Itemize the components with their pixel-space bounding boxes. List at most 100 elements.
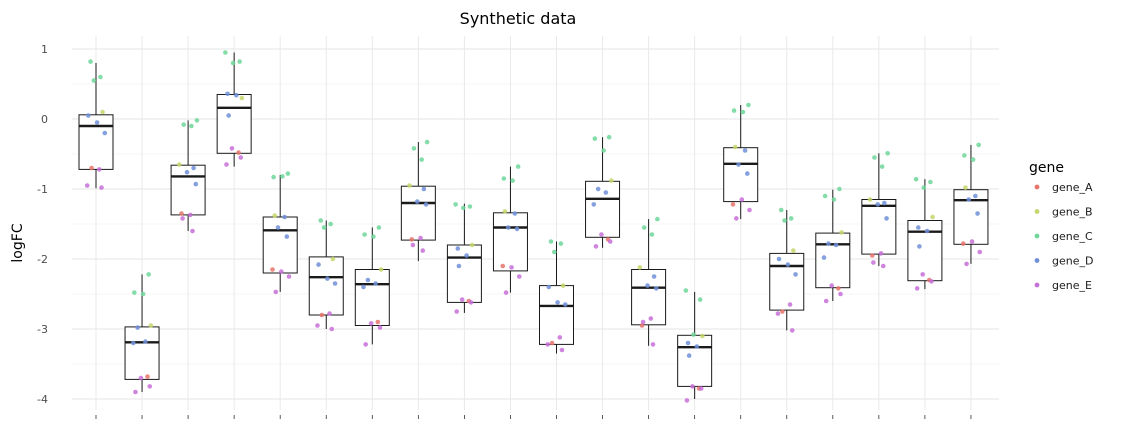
data-point [884, 216, 889, 221]
data-point [468, 300, 474, 305]
data-point [179, 211, 184, 216]
data-point [747, 207, 752, 213]
legend-key [1034, 233, 1040, 239]
box-body [769, 252, 805, 311]
y-tick-label: 0 [41, 113, 48, 126]
data-point [736, 162, 741, 167]
data-point [697, 297, 703, 302]
data-point [516, 274, 522, 279]
data-point [871, 260, 876, 265]
y-tick-label: -1 [37, 183, 48, 196]
data-point [557, 335, 563, 340]
data-point [272, 213, 278, 218]
data-point [328, 221, 333, 227]
data-point [135, 325, 140, 330]
y-tick-label: -2 [37, 253, 48, 266]
data-point [549, 340, 555, 346]
points-group [84, 50, 983, 403]
data-point [639, 323, 645, 328]
y-tick-label: 1 [41, 43, 48, 56]
box [262, 175, 298, 292]
data-point [730, 202, 736, 207]
data-point [654, 286, 659, 291]
data-point [822, 193, 828, 199]
x-axis-ticks [95, 415, 972, 419]
legend-label: gene_C [1052, 230, 1093, 243]
data-point [558, 241, 564, 246]
data-point [920, 272, 925, 277]
data-point [731, 108, 737, 113]
data-point [237, 59, 242, 64]
box [78, 63, 114, 189]
data-point [230, 60, 236, 66]
legend-label: gene_A [1052, 181, 1093, 194]
data-point [145, 374, 150, 379]
data-point [140, 291, 146, 297]
data-point [371, 234, 376, 239]
data-point [423, 202, 429, 207]
data-point [225, 91, 230, 97]
data-point [872, 155, 877, 160]
data-point [84, 183, 90, 188]
data-point [591, 202, 597, 207]
data-point [746, 102, 751, 108]
box-body [907, 220, 943, 282]
data-point [650, 342, 656, 347]
legend-label: gene_D [1052, 255, 1093, 268]
data-point [503, 290, 509, 295]
data-point [640, 319, 646, 325]
data-point [97, 167, 102, 172]
data-point [409, 237, 415, 242]
data-point [279, 269, 284, 274]
data-point [563, 302, 568, 307]
data-point [181, 122, 186, 127]
data-point [418, 235, 423, 241]
data-point [782, 218, 787, 223]
data-point [191, 165, 196, 171]
data-point [316, 262, 321, 267]
data-point [188, 212, 193, 218]
data-point [778, 207, 784, 213]
data-point [515, 164, 521, 169]
data-point [975, 211, 980, 216]
data-point [833, 242, 839, 248]
box-body [677, 334, 713, 387]
box [354, 227, 390, 345]
data-point [691, 332, 696, 337]
data-point [184, 169, 190, 175]
data-point [86, 113, 91, 118]
data-point [648, 316, 654, 321]
box [170, 120, 206, 231]
data-point [190, 228, 195, 234]
data-point [831, 197, 837, 202]
box-group [78, 52, 989, 399]
data-point [607, 239, 613, 244]
data-point [464, 253, 469, 258]
data-point [321, 225, 327, 230]
data-point [455, 246, 461, 251]
data-point [325, 276, 330, 281]
data-point [407, 183, 412, 188]
data-point [793, 272, 798, 277]
data-point [510, 178, 515, 183]
data-point [683, 288, 689, 293]
data-point [234, 92, 239, 98]
data-point [282, 214, 287, 220]
data-point [545, 342, 550, 347]
data-point [826, 241, 831, 246]
data-point [329, 326, 335, 332]
data-point [315, 323, 320, 328]
data-point [319, 312, 325, 318]
data-point [273, 289, 279, 295]
data-point [976, 142, 981, 148]
data-point [377, 325, 383, 330]
data-point [411, 146, 417, 151]
legend: gene gene_A gene_B gene_C gene_D gene_E [1029, 160, 1093, 292]
data-point [424, 139, 430, 145]
data-point [651, 274, 657, 279]
data-point [839, 230, 844, 235]
legend-label: gene_E [1052, 279, 1092, 292]
data-point [509, 265, 514, 270]
data-point [930, 214, 935, 220]
data-point [373, 281, 378, 286]
